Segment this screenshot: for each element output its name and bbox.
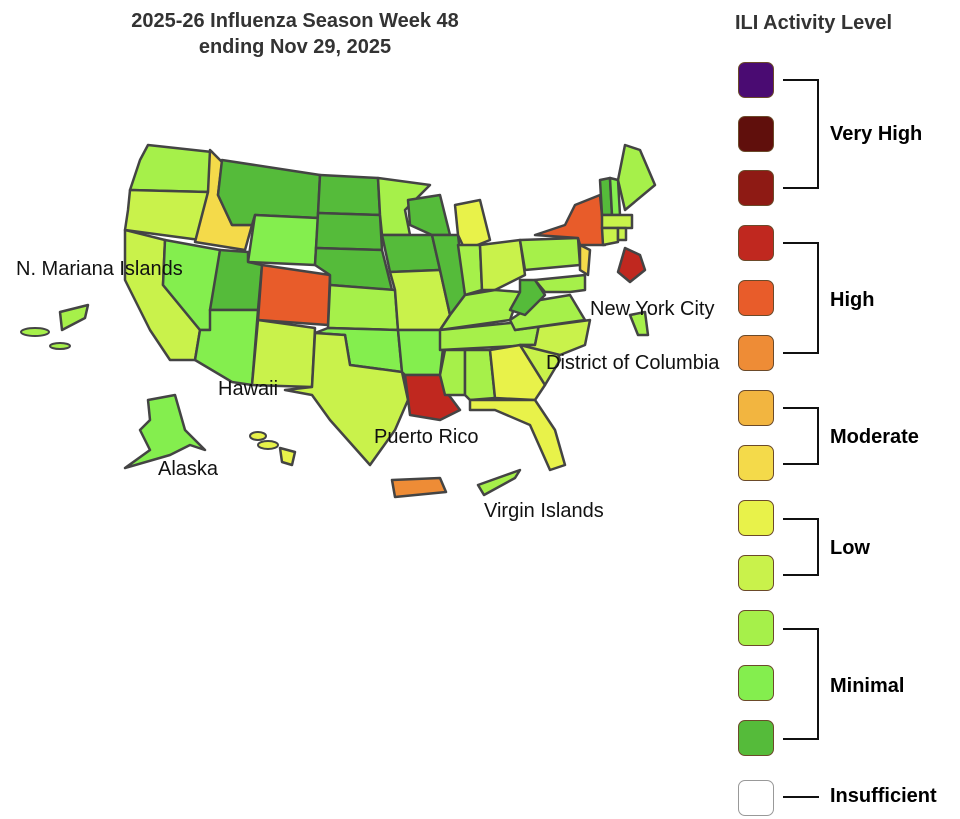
region-ms[interactable] xyxy=(438,348,467,397)
legend-swatch-level-5 xyxy=(738,500,774,536)
legend-low: Low xyxy=(830,537,870,559)
label-nyc: New York City xyxy=(590,298,715,320)
region-me[interactable] xyxy=(616,143,657,212)
region-ak[interactable] xyxy=(123,393,207,470)
label-puerto-rico: Puerto Rico xyxy=(374,426,479,448)
bracket-minimal xyxy=(783,628,819,740)
region-ri[interactable] xyxy=(616,226,628,242)
map-title: 2025-26 Influenza Season Week 48 xyxy=(131,10,459,32)
region-wa[interactable] xyxy=(128,143,214,194)
region-wi[interactable] xyxy=(406,193,452,237)
region-ks[interactable] xyxy=(326,283,400,332)
legend-swatch-level-12 xyxy=(738,116,774,152)
legend-swatch-level-10 xyxy=(738,225,774,261)
bracket-very-high xyxy=(783,79,819,189)
region-nm[interactable] xyxy=(250,318,317,389)
region-mi[interactable] xyxy=(453,198,492,252)
island-shape xyxy=(249,431,267,441)
legend-insufficient: Insufficient xyxy=(830,785,937,807)
line-insufficient xyxy=(783,796,819,798)
region-ar[interactable] xyxy=(396,328,447,377)
region-sd[interactable] xyxy=(314,211,384,252)
region-oh[interactable] xyxy=(478,238,527,292)
region-or[interactable] xyxy=(123,188,210,242)
island-shape xyxy=(20,327,50,337)
region-ga[interactable] xyxy=(488,343,547,402)
region-co[interactable] xyxy=(256,263,332,327)
legend-swatch-level-13 xyxy=(738,62,774,98)
us-map xyxy=(20,143,657,499)
legend-swatch-level-6 xyxy=(738,445,774,481)
region-md[interactable] xyxy=(533,273,587,294)
legend-moderate: Moderate xyxy=(830,426,919,448)
region-ma[interactable] xyxy=(600,213,634,230)
region-dc[interactable] xyxy=(616,246,647,284)
legend-very-high: Very High xyxy=(830,123,923,145)
bracket-high xyxy=(783,242,819,354)
legend-swatch-level-7 xyxy=(738,390,774,426)
region-tx[interactable] xyxy=(283,331,410,467)
island-shape xyxy=(49,342,71,350)
legend-swatch-level-1 xyxy=(738,720,774,756)
legend-swatch-level-8 xyxy=(738,335,774,371)
legend-swatch-level-9 xyxy=(738,280,774,316)
label-hawaii: Hawaii xyxy=(218,378,279,400)
legend-swatch-level-11 xyxy=(738,170,774,206)
legend-title: ILI Activity Level xyxy=(735,12,893,34)
label-alaska: Alaska xyxy=(158,458,219,480)
region-vi[interactable] xyxy=(476,468,522,497)
region-nj[interactable] xyxy=(578,243,592,277)
region-nyc[interactable] xyxy=(628,310,650,337)
bracket-low xyxy=(783,518,819,576)
legend-swatch-level-3 xyxy=(738,610,774,646)
region-wy[interactable] xyxy=(246,213,320,267)
legend-high: High xyxy=(830,289,875,311)
region-hi[interactable] xyxy=(278,446,297,467)
region-ct[interactable] xyxy=(600,226,620,247)
region-ny[interactable] xyxy=(533,193,607,247)
region-mp[interactable] xyxy=(58,303,90,332)
legend-swatch-level-2 xyxy=(738,665,774,701)
legend-swatch-level-4 xyxy=(738,555,774,591)
island-shape xyxy=(257,440,279,450)
region-pa[interactable] xyxy=(518,236,582,272)
bracket-moderate xyxy=(783,407,819,465)
map-subtitle: ending Nov 29, 2025 xyxy=(198,36,392,58)
region-pr[interactable] xyxy=(390,476,448,499)
legend-minimal: Minimal xyxy=(830,675,905,697)
region-nd[interactable] xyxy=(316,173,382,217)
legend-swatch-level-0 xyxy=(738,780,774,816)
region-fl[interactable] xyxy=(468,398,567,472)
label-virgin-islands: Virgin Islands xyxy=(484,500,604,522)
region-ia[interactable] xyxy=(380,233,442,274)
label-mariana: N. Mariana Islands xyxy=(16,258,183,280)
label-dc: District of Columbia xyxy=(546,352,720,374)
